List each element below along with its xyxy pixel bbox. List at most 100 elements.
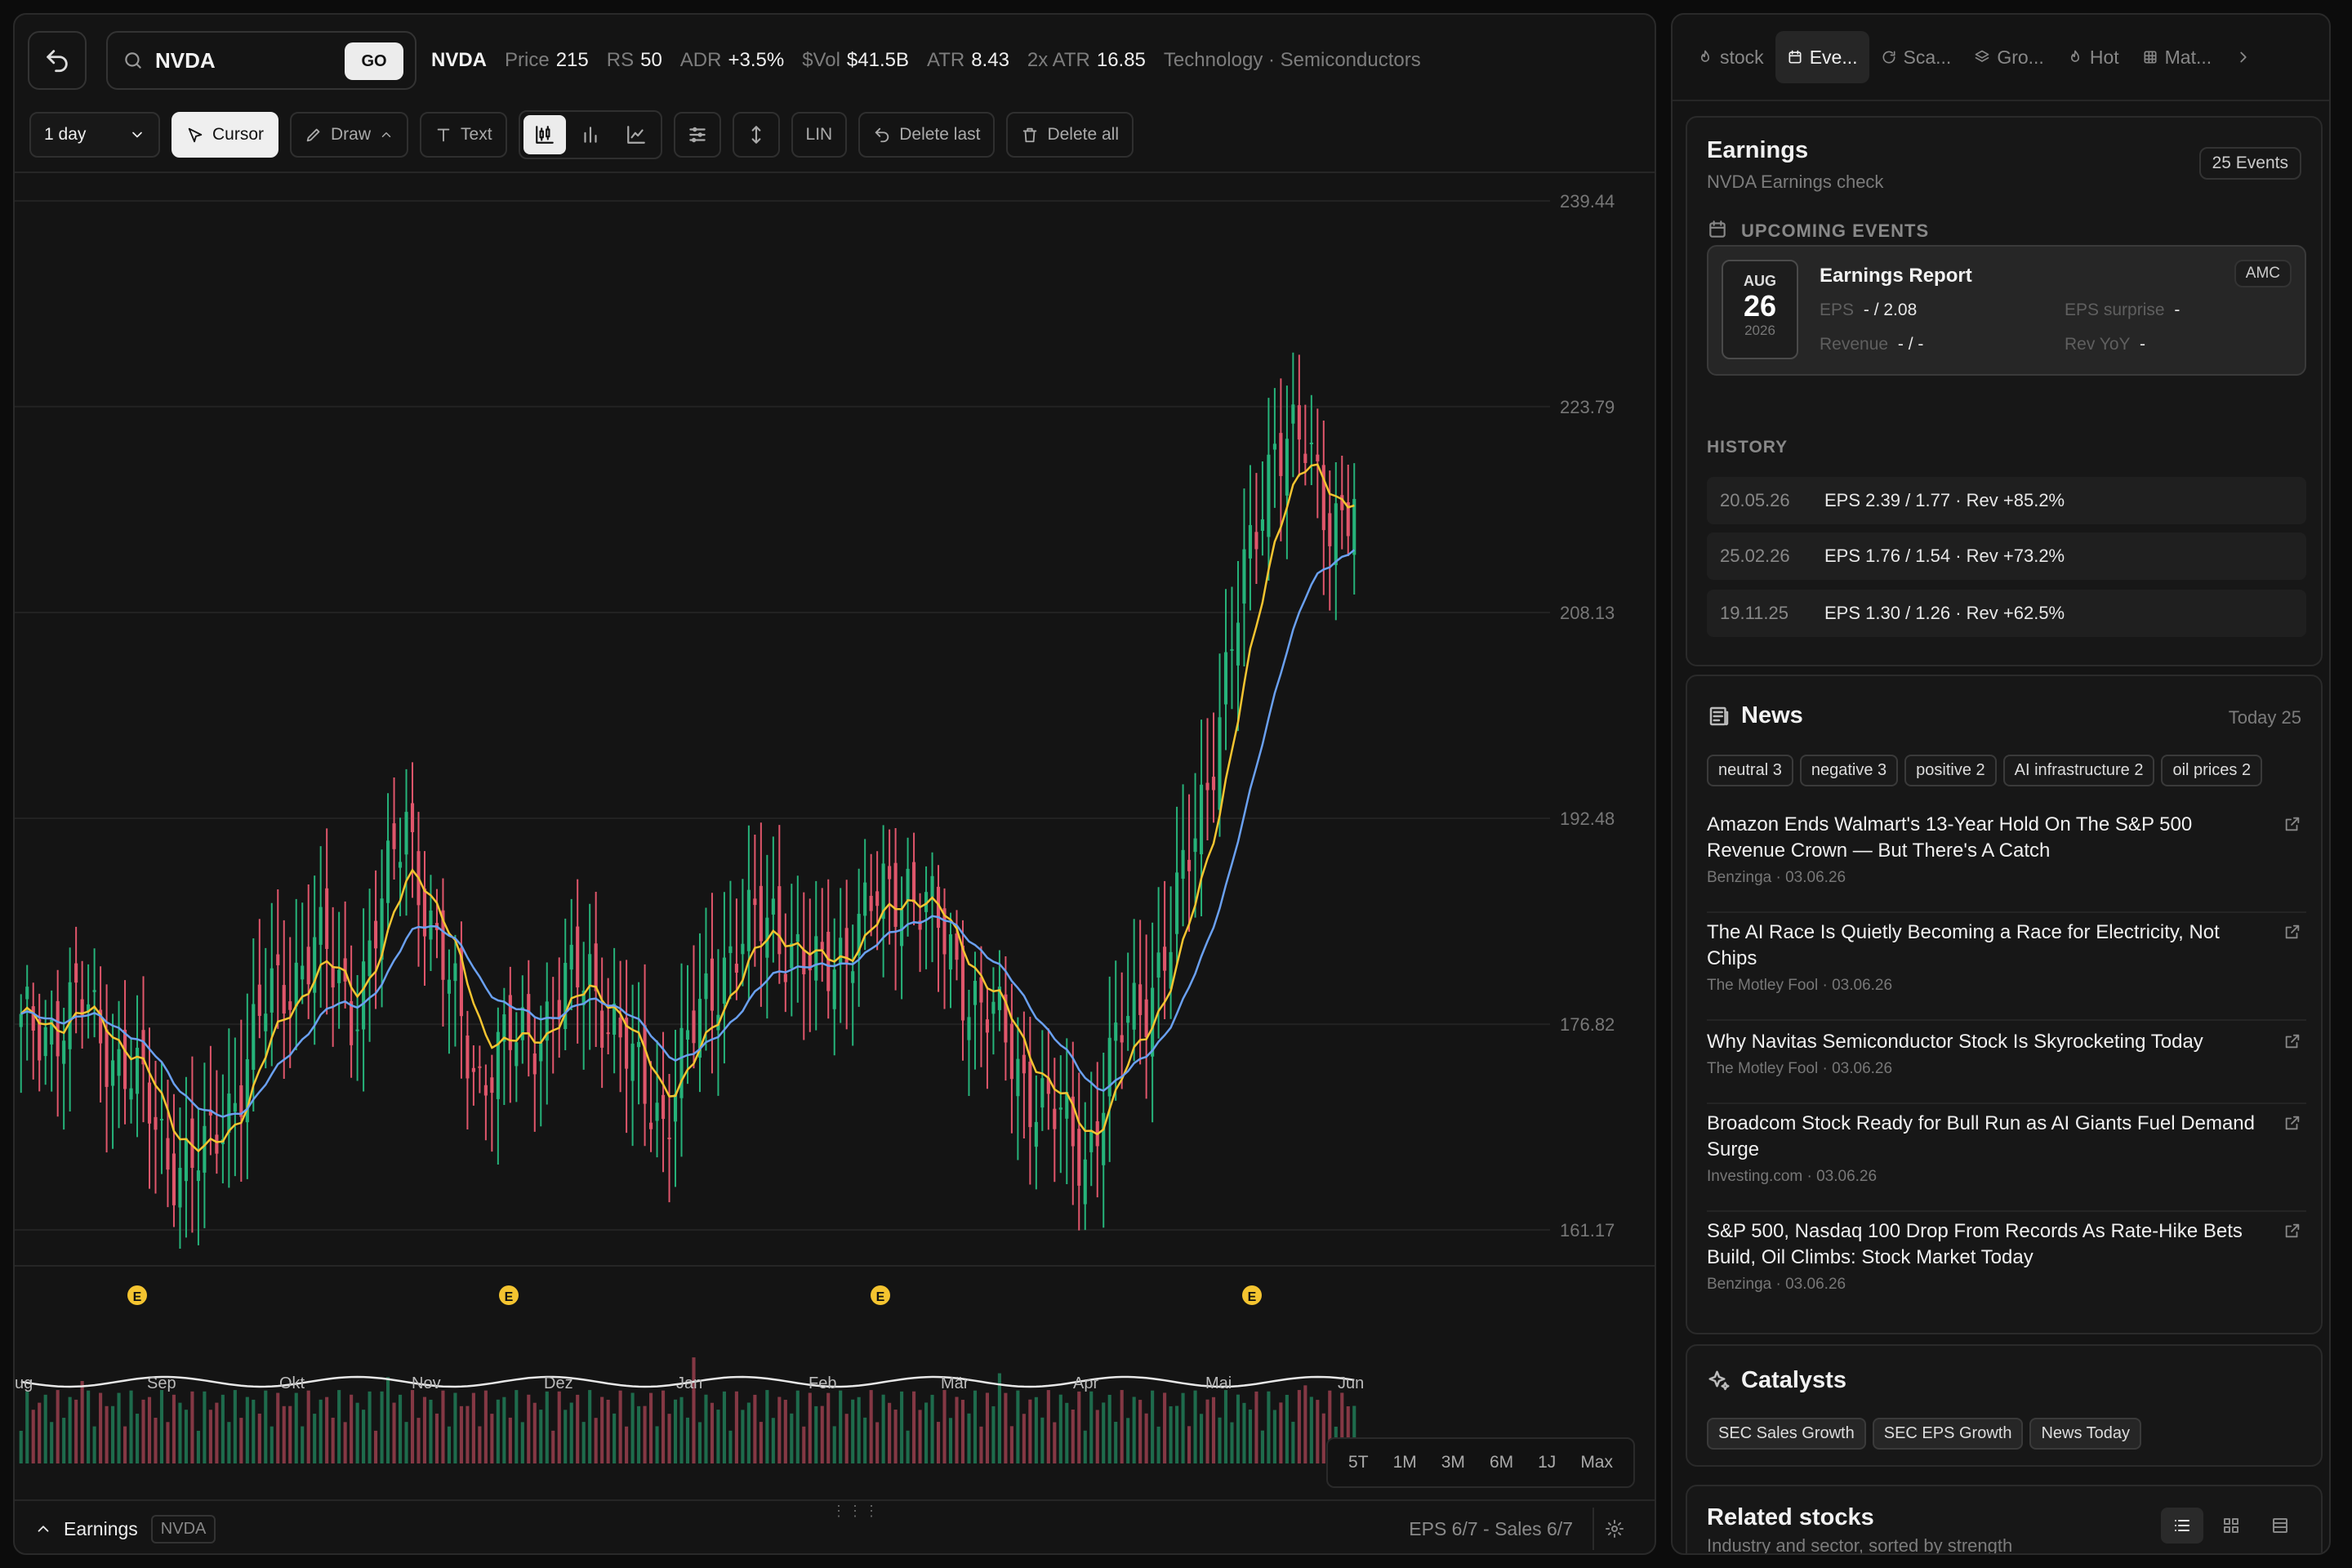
grid-icon [2224,1518,2238,1533]
catalyst-tag[interactable]: SEC Sales Growth [1707,1418,1866,1450]
candle-body [759,885,763,942]
interval-select[interactable]: 1 day [29,112,160,158]
news-item[interactable]: S&P 500, Nasdaq 100 Drop From Records As… [1707,1218,2306,1320]
range-5t-button[interactable]: 5T [1348,1453,1369,1472]
indicators-button[interactable] [673,112,721,158]
draw-button[interactable]: Draw [290,112,409,158]
chevron-up-icon[interactable] [34,1520,52,1538]
tab-scanner[interactable]: Sca... [1869,31,1963,83]
range-3m-button[interactable]: 3M [1441,1453,1465,1472]
news-item[interactable]: Why Navitas Semiconductor Stock Is Skyro… [1707,1029,2306,1104]
candle-body [196,1170,200,1182]
volume-bar [1058,1394,1062,1463]
go-button[interactable]: GO [345,42,403,80]
list-view-button[interactable] [2161,1508,2203,1544]
resize-handle[interactable]: ⋮⋮⋮ [831,1503,880,1519]
text-tool-button[interactable]: Text [420,112,507,158]
volume-bar [215,1402,219,1463]
news-item[interactable]: Amazon Ends Walmart's 13-Year Hold On Th… [1707,812,2306,913]
symbol-search[interactable]: NVDA GO [106,31,416,90]
candle-body [661,1094,666,1120]
flame-icon [2070,50,2079,62]
volume-bar [697,1422,702,1463]
external-link-icon[interactable] [2283,1222,2301,1240]
volume-bar [710,1402,715,1463]
news-tag[interactable]: positive 2 [1904,755,1997,786]
candle-body [728,946,733,953]
range-1j-button[interactable]: 1J [1538,1453,1557,1472]
catalyst-tag[interactable]: SEC EPS Growth [1872,1418,2024,1450]
history-row[interactable]: 25.02.26 EPS 1.76 / 1.54 · Rev +73.2% [1707,532,2306,580]
delete-all-button[interactable]: Delete all [1006,112,1134,158]
candle-body [746,889,751,951]
volume-bar [716,1410,720,1463]
news-tag[interactable]: neutral 3 [1707,755,1793,786]
candlestick-chart-button[interactable] [523,115,566,154]
catalyst-tag[interactable]: News Today [2029,1418,2142,1450]
volume-bar [1175,1405,1179,1463]
auto-scale-button[interactable] [732,112,780,158]
calendar-icon [1788,50,1802,64]
news-headline[interactable]: The AI Race Is Quietly Becoming a Race f… [1707,921,2220,969]
candle-body [325,888,329,949]
news-headline[interactable]: Amazon Ends Walmart's 13-Year Hold On Th… [1707,813,2193,862]
table-view-button[interactable] [2259,1508,2301,1544]
delete-all-label: Delete all [1047,125,1120,144]
candle-body [539,1043,543,1062]
volume-bar [459,1405,463,1463]
tab-events[interactable]: Eve... [1775,31,1869,83]
volume-bar [771,1418,775,1463]
tab-hot[interactable]: Hot [2056,31,2131,83]
volume-bar [374,1430,378,1463]
candle-body [350,1000,354,1045]
tab-groups[interactable]: Gro... [1962,31,2056,83]
candle-body [722,957,726,1004]
news-headline[interactable]: Broadcom Stock Ready for Bull Run as AI … [1707,1112,2255,1160]
news-item[interactable]: Broadcom Stock Ready for Bull Run as AI … [1707,1111,2306,1212]
range-6m-button[interactable]: 6M [1489,1453,1514,1472]
news-item[interactable]: The AI Race Is Quietly Becoming a Race f… [1707,920,2306,1021]
history-row[interactable]: 20.05.26 EPS 2.39 / 1.77 · Rev +85.2% [1707,477,2306,524]
external-link-icon[interactable] [2283,1032,2301,1050]
price-chart[interactable]: 239.44 223.79 208.13 192.48 176.82 161.17 ug Se… [15,173,1656,1506]
news-tag[interactable]: negative 3 [1799,755,1899,786]
candle-body [318,906,323,945]
tabs-next-button[interactable] [2223,31,2264,83]
tab-stock[interactable]: stock [1686,31,1775,83]
candle-body [527,994,531,1034]
news-headline[interactable]: Why Navitas Semiconductor Stock Is Skyro… [1707,1031,2203,1053]
bar-chart-button[interactable] [569,115,612,154]
tab-matrix[interactable]: Mat... [2131,31,2224,83]
volume-bar [1163,1392,1167,1463]
news-tag[interactable]: AI infrastructure 2 [2002,755,2155,786]
volume-bar [105,1405,109,1463]
range-max-button[interactable]: Max [1580,1453,1613,1472]
settings-button[interactable] [1592,1508,1635,1550]
candle-body [1022,1054,1026,1074]
volume-bar [282,1405,286,1463]
volume-bar [56,1390,60,1463]
external-link-icon[interactable] [2283,815,2301,833]
volume-bar [564,1410,568,1463]
scale-toggle-button[interactable]: LIN [791,112,848,158]
back-button[interactable] [28,31,87,90]
grid-view-button[interactable] [2210,1508,2252,1544]
external-link-icon[interactable] [2283,923,2301,941]
search-input[interactable]: NVDA [155,47,216,73]
news-tag[interactable]: oil prices 2 [2161,755,2263,786]
calendar-icon [1709,220,1726,238]
news-headline[interactable]: S&P 500, Nasdaq 100 Drop From Records As… [1707,1220,2243,1268]
candle-body [43,1027,47,1057]
upcoming-event-card[interactable]: AUG 26 2026 Earnings Report AMC EPS - / … [1707,245,2306,376]
range-1m-button[interactable]: 1M [1392,1453,1417,1472]
candle-body [447,979,452,994]
chart-toolbar: 1 day Cursor Draw Text [29,109,1145,160]
delete-last-button[interactable]: Delete last [858,112,996,158]
stat-label: ATR [926,49,965,71]
line-chart-button[interactable] [615,115,657,154]
external-link-icon[interactable] [2283,1114,2301,1132]
cursor-button[interactable]: Cursor [172,112,279,158]
volume-bar [637,1405,641,1463]
history-row[interactable]: 19.11.25 EPS 1.30 / 1.26 · Rev +62.5% [1707,590,2306,637]
volume-bar [43,1394,47,1463]
